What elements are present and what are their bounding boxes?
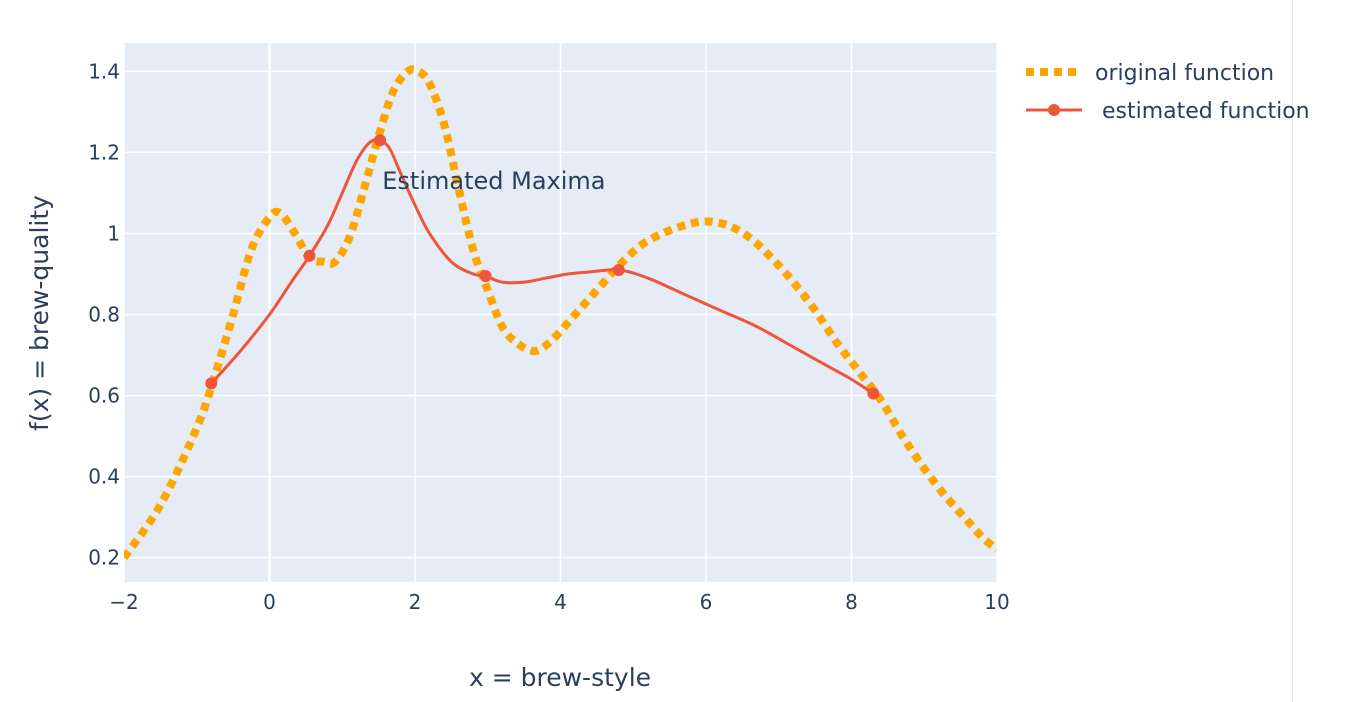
y-axis-title: f(x) = brew-quality: [25, 195, 54, 431]
x-tick-label: 4: [554, 590, 567, 614]
estimated-function-point: [303, 249, 316, 262]
estimated-function-point: [479, 270, 492, 283]
series-line-estimated-function: [210, 138, 875, 395]
y-tick-label: 0.2: [88, 546, 120, 570]
y-tick-label: 0.8: [88, 303, 120, 327]
x-tick-label: −2: [109, 590, 138, 614]
y-tick-label: 1.4: [88, 59, 120, 83]
series-line-original-function: [124, 65, 997, 560]
legend-marker-estimated-function[interactable]: [1048, 104, 1060, 116]
legend-label-estimated-function: estimated function: [1095, 99, 1310, 124]
estimated-function-point: [374, 134, 387, 147]
y-tick-label: 1.2: [88, 140, 120, 164]
y-tick-label: 1: [107, 221, 120, 245]
annotation-estimated-maxima: Estimated Maxima: [382, 167, 605, 195]
panel-divider: [1292, 0, 1293, 702]
legend-label-original-function: original function: [1095, 61, 1274, 86]
estimated-function-point: [867, 387, 880, 400]
x-tick-label: 8: [845, 590, 858, 614]
estimated-function-point: [205, 377, 218, 390]
y-tick-label: 0.6: [88, 384, 120, 408]
y-tick-label: 0.4: [88, 465, 120, 489]
x-tick-label: 6: [700, 590, 713, 614]
x-tick-label: 0: [263, 590, 276, 614]
estimated-function-point: [612, 263, 625, 276]
x-tick-label: 10: [984, 590, 1009, 614]
x-axis-title: x = brew-style: [469, 663, 651, 692]
x-tick-label: 2: [409, 590, 422, 614]
